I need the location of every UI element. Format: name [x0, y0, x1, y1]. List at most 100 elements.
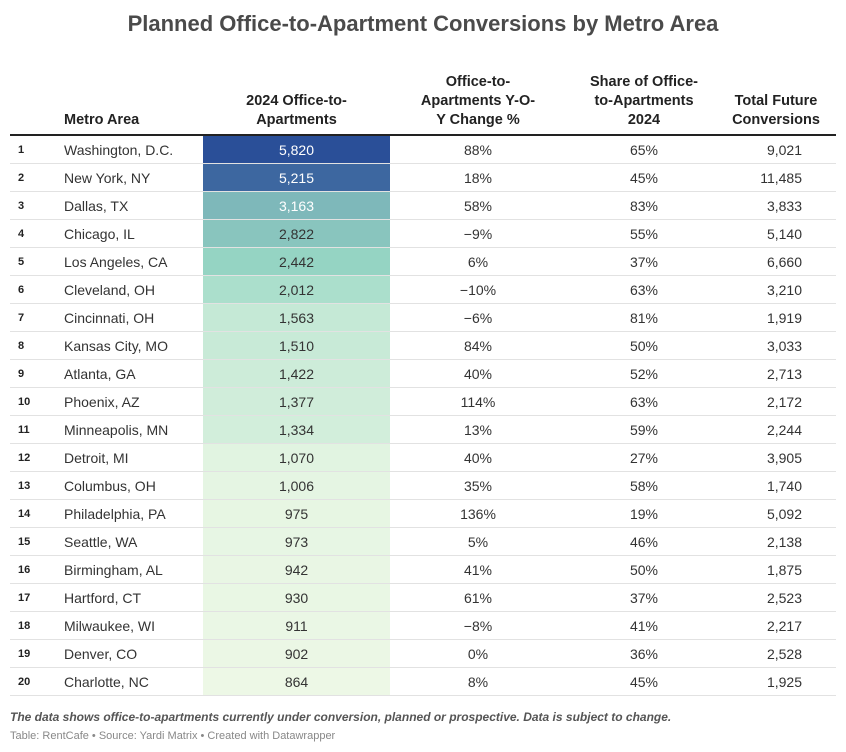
row-2024-value: 1,070	[203, 443, 390, 472]
row-2024-value: 1,334	[203, 415, 390, 444]
row-share-2024: 63%	[566, 387, 722, 416]
row-total-future: 6,660	[722, 247, 836, 276]
table-row: 11 Minneapolis, MN 1,334 13% 59% 2,244	[10, 415, 836, 444]
row-total-future: 1,740	[722, 471, 836, 500]
row-total-future: 9,021	[722, 135, 836, 164]
row-rank: 3	[10, 191, 54, 220]
row-2024-value: 5,820	[203, 135, 390, 164]
table-row: 14 Philadelphia, PA 975 136% 19% 5,092	[10, 499, 836, 528]
row-yoy-change: 6%	[390, 247, 566, 276]
table-row: 13 Columbus, OH 1,006 35% 58% 1,740	[10, 471, 836, 500]
row-metro-area: Los Angeles, CA	[54, 247, 203, 276]
row-yoy-change: 136%	[390, 499, 566, 528]
row-yoy-change: −8%	[390, 611, 566, 640]
row-total-future: 2,713	[722, 359, 836, 388]
row-yoy-change: −10%	[390, 275, 566, 304]
row-rank: 11	[10, 415, 54, 444]
row-metro-area: Denver, CO	[54, 639, 203, 668]
table-row: 8 Kansas City, MO 1,510 84% 50% 3,033	[10, 331, 836, 360]
row-total-future: 5,140	[722, 219, 836, 248]
row-rank: 9	[10, 359, 54, 388]
row-rank: 5	[10, 247, 54, 276]
row-metro-area: Milwaukee, WI	[54, 611, 203, 640]
row-metro-area: New York, NY	[54, 163, 203, 192]
row-share-2024: 46%	[566, 527, 722, 556]
data-table: Metro Area 2024 Office-to-Apartments Off…	[10, 60, 836, 696]
header-rank	[10, 60, 54, 136]
header-total-future-conversions: Total Future Conversions	[722, 60, 836, 136]
row-metro-area: Detroit, MI	[54, 443, 203, 472]
row-2024-value: 3,163	[203, 191, 390, 220]
row-metro-area: Birmingham, AL	[54, 555, 203, 584]
row-2024-value: 1,422	[203, 359, 390, 388]
row-2024-value: 5,215	[203, 163, 390, 192]
header-share-2024: Share of Office-to-Apartments 2024	[566, 60, 722, 136]
header-metro-area: Metro Area	[54, 60, 203, 136]
table-row: 6 Cleveland, OH 2,012 −10% 63% 3,210	[10, 275, 836, 304]
row-total-future: 2,523	[722, 583, 836, 612]
row-total-future: 2,217	[722, 611, 836, 640]
row-2024-value: 864	[203, 667, 390, 696]
row-metro-area: Phoenix, AZ	[54, 387, 203, 416]
chart-credits: Table: RentCafe • Source: Yardi Matrix •…	[10, 730, 336, 742]
row-share-2024: 41%	[566, 611, 722, 640]
row-yoy-change: 40%	[390, 443, 566, 472]
row-share-2024: 52%	[566, 359, 722, 388]
row-2024-value: 1,563	[203, 303, 390, 332]
row-yoy-change: 88%	[390, 135, 566, 164]
row-2024-value: 973	[203, 527, 390, 556]
row-share-2024: 55%	[566, 219, 722, 248]
row-yoy-change: 40%	[390, 359, 566, 388]
table-row: 5 Los Angeles, CA 2,442 6% 37% 6,660	[10, 247, 836, 276]
table-row: 4 Chicago, IL 2,822 −9% 55% 5,140	[10, 219, 836, 248]
chart-notes: The data shows office-to-apartments curr…	[10, 710, 672, 724]
row-metro-area: Cincinnati, OH	[54, 303, 203, 332]
row-rank: 1	[10, 135, 54, 164]
row-total-future: 3,905	[722, 443, 836, 472]
row-yoy-change: 18%	[390, 163, 566, 192]
row-share-2024: 27%	[566, 443, 722, 472]
row-total-future: 3,033	[722, 331, 836, 360]
row-yoy-change: 41%	[390, 555, 566, 584]
row-total-future: 1,919	[722, 303, 836, 332]
table-row: 9 Atlanta, GA 1,422 40% 52% 2,713	[10, 359, 836, 388]
row-metro-area: Cleveland, OH	[54, 275, 203, 304]
row-rank: 13	[10, 471, 54, 500]
row-yoy-change: 13%	[390, 415, 566, 444]
row-rank: 7	[10, 303, 54, 332]
row-share-2024: 37%	[566, 247, 722, 276]
row-total-future: 2,528	[722, 639, 836, 668]
header-yoy-change: Office-to-Apartments Y-O-Y Change %	[390, 60, 566, 136]
row-metro-area: Minneapolis, MN	[54, 415, 203, 444]
row-yoy-change: 0%	[390, 639, 566, 668]
row-share-2024: 45%	[566, 163, 722, 192]
row-rank: 18	[10, 611, 54, 640]
row-share-2024: 19%	[566, 499, 722, 528]
row-rank: 17	[10, 583, 54, 612]
row-total-future: 2,172	[722, 387, 836, 416]
table-row: 3 Dallas, TX 3,163 58% 83% 3,833	[10, 191, 836, 220]
table-body: 1 Washington, D.C. 5,820 88% 65% 9,021 2 New Yo…	[10, 135, 836, 696]
row-total-future: 1,875	[722, 555, 836, 584]
header-2024-office-to-apartments: 2024 Office-to-Apartments	[203, 60, 390, 136]
row-metro-area: Charlotte, NC	[54, 667, 203, 696]
row-2024-value: 1,006	[203, 471, 390, 500]
row-2024-value: 2,012	[203, 275, 390, 304]
table-row: 19 Denver, CO 902 0% 36% 2,528	[10, 639, 836, 668]
table-row: 18 Milwaukee, WI 911 −8% 41% 2,217	[10, 611, 836, 640]
table-row: 7 Cincinnati, OH 1,563 −6% 81% 1,919	[10, 303, 836, 332]
table-row: 10 Phoenix, AZ 1,377 114% 63% 2,172	[10, 387, 836, 416]
row-rank: 16	[10, 555, 54, 584]
row-yoy-change: 8%	[390, 667, 566, 696]
row-yoy-change: 35%	[390, 471, 566, 500]
row-yoy-change: −6%	[390, 303, 566, 332]
row-metro-area: Seattle, WA	[54, 527, 203, 556]
row-share-2024: 50%	[566, 555, 722, 584]
row-total-future: 2,244	[722, 415, 836, 444]
chart-title: Planned Office-to-Apartment Conversions …	[127, 11, 719, 36]
row-yoy-change: 5%	[390, 527, 566, 556]
row-metro-area: Philadelphia, PA	[54, 499, 203, 528]
row-rank: 4	[10, 219, 54, 248]
row-2024-value: 911	[203, 611, 390, 640]
row-rank: 19	[10, 639, 54, 668]
